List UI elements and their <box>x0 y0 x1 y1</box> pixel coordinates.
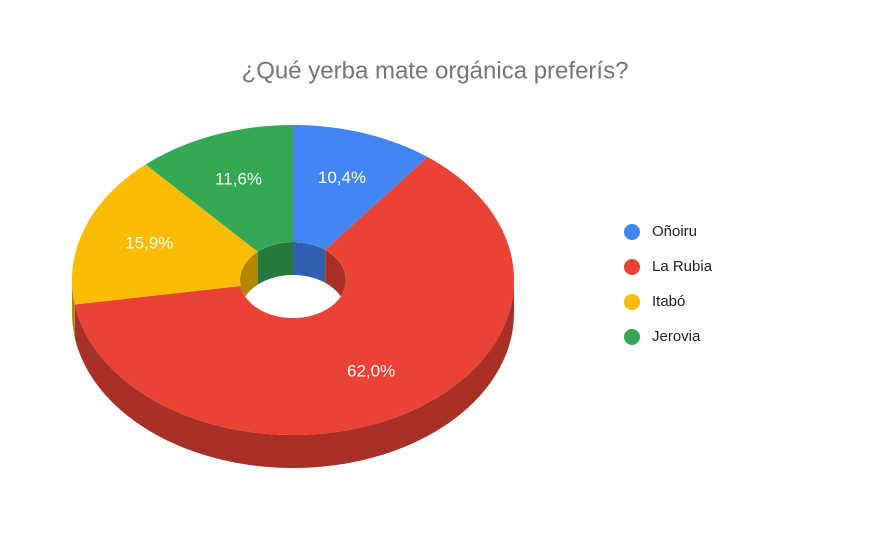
slice <box>145 125 293 252</box>
legend-label: Oñoiru <box>652 223 697 240</box>
value-label: 62,0% <box>347 361 395 380</box>
legend-label: Jerovia <box>652 328 701 345</box>
legend-label: Itabó <box>652 293 685 310</box>
hole <box>240 242 346 318</box>
legend-swatch <box>624 294 640 310</box>
slice <box>74 156 514 436</box>
slice-inner-wall <box>325 249 346 313</box>
value-label: 15,9% <box>125 234 173 253</box>
slice-inner-wall <box>293 242 326 283</box>
legend-label: La Rubia <box>652 258 713 275</box>
slice-inner-wall <box>257 242 293 285</box>
value-label: 10,4% <box>318 168 366 187</box>
value-label: 11,6% <box>215 170 262 189</box>
legend-swatch <box>624 329 640 345</box>
slice-side <box>74 280 514 468</box>
legend-swatch <box>624 259 640 275</box>
slice <box>293 125 428 250</box>
slice <box>72 164 258 305</box>
slice-side <box>72 280 75 338</box>
chart-title: ¿Qué yerba mate orgánica preferís? <box>242 57 629 84</box>
legend-swatch <box>624 224 640 240</box>
